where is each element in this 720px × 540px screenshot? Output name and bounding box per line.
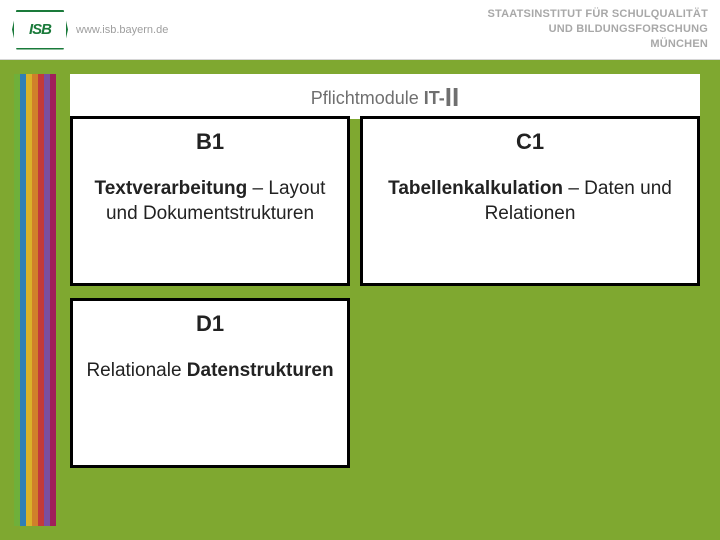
- module-b1-code: B1: [81, 129, 339, 155]
- module-b1: B1 Textverarbeitung – Layout und Dokumen…: [70, 116, 350, 286]
- module-d1-text: Relationale Datenstrukturen: [81, 359, 339, 384]
- module-b1-bold: Textverarbeitung: [95, 178, 248, 199]
- module-b1-text: Textverarbeitung – Layout und Dokumentst…: [81, 177, 339, 226]
- module-c1: C1 Tabellenkalkulation – Daten und Relat…: [360, 116, 700, 286]
- header: ISB www.isb.bayern.de STAATSINSTITUT FÜR…: [0, 0, 720, 60]
- logo-wrap: ISB www.isb.bayern.de: [12, 10, 168, 50]
- content: Pflichtmodule IT-II B1 Textverarbeitung …: [0, 60, 720, 540]
- title-prefix: Pflichtmodule: [311, 88, 424, 108]
- header-line3: MÜNCHEN: [488, 37, 708, 52]
- header-institute: STAATSINSTITUT FÜR SCHULQUALITÄT UND BIL…: [488, 7, 708, 52]
- module-c1-text: Tabellenkalkulation – Daten und Relation…: [371, 177, 689, 226]
- header-line1: STAATSINSTITUT FÜR SCHULQUALITÄT: [488, 7, 708, 22]
- logo-text: ISB: [29, 21, 51, 38]
- page-title: Pflichtmodule IT-II: [70, 74, 700, 119]
- module-d1-code: D1: [81, 311, 339, 337]
- logo-url: www.isb.bayern.de: [76, 24, 168, 36]
- module-d1-plain: Relationale: [86, 360, 186, 381]
- rainbow-stripe: [50, 74, 56, 526]
- rainbow-accent: [14, 74, 56, 526]
- module-d1-bold: Datenstrukturen: [187, 360, 334, 381]
- module-c1-code: C1: [371, 129, 689, 155]
- title-suffix: II: [445, 82, 459, 112]
- title-it: IT-: [424, 88, 445, 108]
- logo-badge: ISB: [12, 10, 68, 50]
- module-d1: D1 Relationale Datenstrukturen: [70, 298, 350, 468]
- header-line2: UND BILDUNGSFORSCHUNG: [488, 22, 708, 37]
- module-c1-bold: Tabellenkalkulation: [388, 178, 563, 199]
